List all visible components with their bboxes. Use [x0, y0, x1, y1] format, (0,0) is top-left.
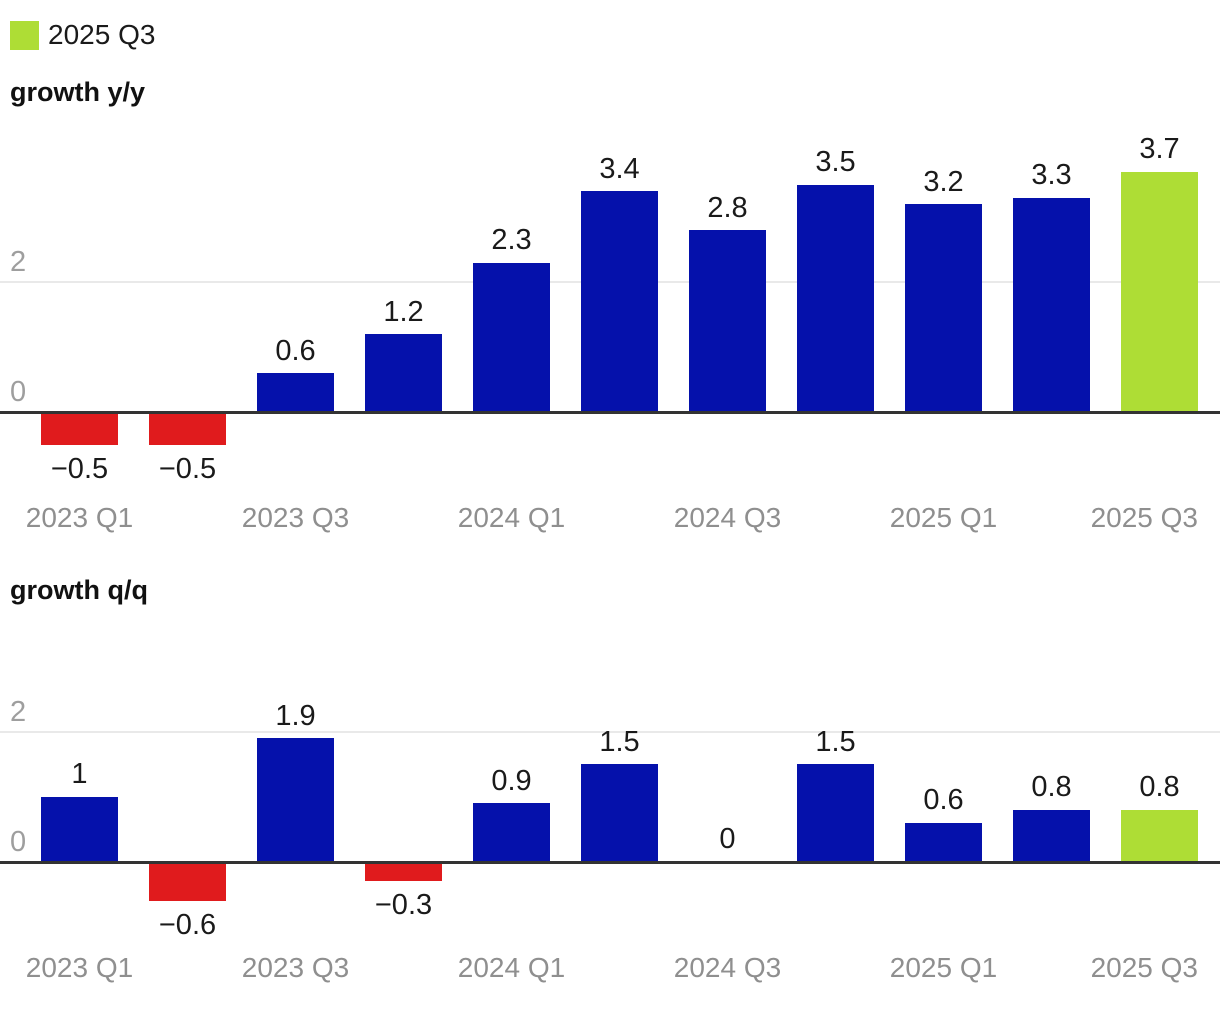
x-axis-line [0, 860, 1220, 864]
x-axis-label: 2025 Q3 [1090, 502, 1198, 534]
gridline-y2 [0, 730, 1220, 733]
bar-value-label: 1 [71, 758, 88, 791]
bar-2023-q4 [365, 861, 442, 882]
bar-value-label: 1.2 [383, 295, 424, 328]
bar-value-label: −0.3 [374, 889, 433, 922]
bar-value-label: 2.3 [491, 224, 532, 257]
x-axis-label: 2024 Q1 [457, 951, 566, 983]
chart-growth-qq: growth q/q 2 0 1 −0.6 1.9 −0.3 0.9 1.5 0 1.5 0.6 0.… [0, 574, 1220, 987]
bar-2024-q4 [797, 184, 874, 413]
bar-value-label: 1.9 [275, 699, 316, 732]
bar-value-label: 1.5 [815, 725, 856, 758]
bar-value-label: 3.2 [923, 165, 964, 198]
bar-2023-q2 [149, 412, 226, 445]
legend-label: 2025 Q3 [48, 19, 156, 50]
bar-value-label: 0 [719, 823, 736, 856]
bar-2025-q1 [905, 822, 982, 862]
bar-2025-q3 [1121, 809, 1198, 862]
bar-2024-q4 [797, 764, 874, 862]
x-axis-label: 2023 Q1 [25, 951, 134, 983]
x-axis-label: 2024 Q1 [457, 502, 566, 534]
bar-2024-q2 [581, 191, 658, 413]
bar-value-label: 0.9 [491, 764, 532, 797]
y-tick-label: 0 [10, 825, 27, 858]
bar-value-label: −0.6 [158, 908, 217, 941]
x-axis-label: 2023 Q3 [241, 502, 350, 534]
legend: 2025 Q3 [10, 19, 1220, 51]
bar-2025-q1 [905, 204, 982, 413]
plot-area: 2 0 1 −0.6 1.9 −0.3 0.9 1.5 0 1.5 0.6 0.8 0.8 [0, 612, 1220, 942]
bar-2023-q3 [257, 373, 334, 413]
bar-value-label: 3.7 [1139, 133, 1180, 166]
bar-2024-q3 [689, 230, 766, 413]
bar-value-label: 3.3 [1031, 159, 1072, 192]
bar-2025-q2 [1013, 197, 1090, 413]
bar-value-label: 0.6 [275, 334, 316, 367]
y-tick-label: 0 [10, 376, 27, 409]
bar-2023-q3 [257, 738, 334, 862]
legend-swatch-icon [10, 20, 39, 50]
bar-2025-q2 [1013, 809, 1090, 862]
bar-2024-q2 [581, 764, 658, 862]
x-axis-label: 2025 Q3 [1090, 951, 1198, 983]
bar-2023-q1 [41, 796, 118, 862]
x-axis-label: 2024 Q3 [673, 502, 782, 534]
chart-growth-yy: growth y/y 2 0 −0.5 −0.5 0.6 1.2 2.3 3.4 2.8 3.5 3… [0, 76, 1220, 538]
bar-2023-q1 [41, 412, 118, 445]
chart-title: growth q/q [10, 575, 148, 606]
x-axis-label: 2023 Q3 [241, 951, 350, 983]
x-axis-label: 2023 Q1 [25, 502, 134, 534]
bar-2023-q4 [365, 334, 442, 413]
bar-value-label: −0.5 [158, 452, 217, 485]
bar-value-label: 0.8 [1031, 771, 1072, 804]
bar-value-label: 3.4 [599, 152, 640, 185]
y-tick-label: 2 [10, 695, 27, 728]
bar-value-label: 0.6 [923, 784, 964, 817]
bar-value-label: 2.8 [707, 191, 748, 224]
bar-value-label: 1.5 [599, 725, 640, 758]
x-axis-label: 2025 Q1 [889, 951, 998, 983]
bar-value-label: 0.8 [1139, 771, 1180, 804]
bar-value-label: 3.5 [815, 146, 856, 179]
x-axis-labels: 2023 Q1 2023 Q3 2024 Q1 2024 Q3 2025 Q1 2025 … [0, 502, 1220, 538]
x-axis-labels: 2023 Q1 2023 Q3 2024 Q1 2024 Q3 2025 Q1 2025 … [0, 952, 1220, 988]
bar-2023-q2 [149, 861, 226, 901]
y-tick-label: 2 [10, 246, 27, 279]
x-axis-line [0, 411, 1220, 415]
bar-2024-q1 [473, 262, 550, 413]
plot-area: 2 0 −0.5 −0.5 0.6 1.2 2.3 3.4 2.8 3.5 3.2 3.3 3.7 [0, 119, 1220, 494]
bar-2024-q1 [473, 803, 550, 862]
bar-2025-q3 [1121, 171, 1198, 413]
bar-value-label: −0.5 [50, 452, 109, 485]
x-axis-label: 2024 Q3 [673, 951, 782, 983]
x-axis-label: 2025 Q1 [889, 502, 998, 534]
chart-title: growth y/y [10, 76, 146, 107]
